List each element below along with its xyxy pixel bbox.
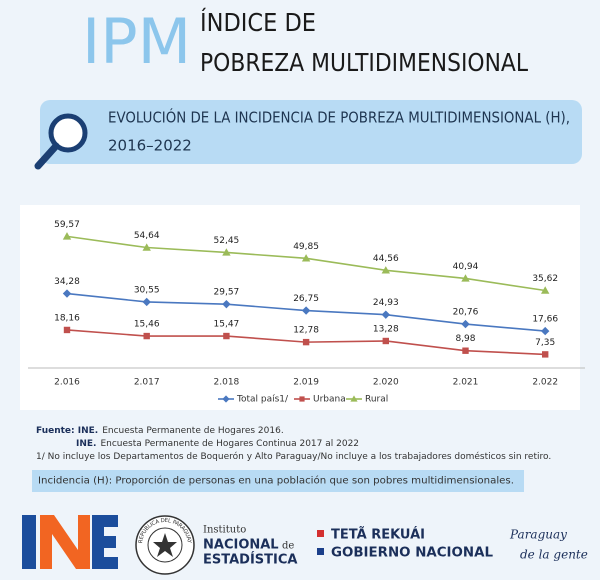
data-label: 49,85 (293, 242, 319, 252)
legend-label: Rural (365, 395, 388, 405)
x-tick-label: 2.019 (293, 378, 319, 388)
logo-shape (22, 515, 36, 569)
data-label: 40,94 (453, 262, 479, 272)
data-label: 54,64 (134, 231, 160, 241)
title-line: ÍNDICE DE (200, 8, 316, 37)
data-label: 20,76 (453, 308, 479, 318)
marker (462, 347, 469, 354)
marker (381, 266, 390, 274)
data-label: 35,62 (532, 274, 558, 284)
x-tick-label: 2.018 (214, 378, 240, 388)
magnifier-handle (34, 142, 60, 170)
legend-marker (350, 395, 358, 402)
seal-star (153, 533, 177, 557)
ine-name: Instituto (203, 525, 246, 536)
marker (62, 289, 72, 298)
data-label: 34,28 (54, 277, 80, 287)
definition: Incidencia (H): Proporción de personas e… (38, 476, 514, 487)
note-text: 1/ No incluye los Departamentos de Boque… (36, 451, 551, 462)
chart: 2.016 2.017 2.018 2.019 2.020 2.021 2.022 34,28… (28, 220, 585, 405)
data-label: 18,16 (54, 313, 80, 323)
marker (541, 286, 550, 294)
banner-text: EVOLUCIÓN DE LA INCIDENCIA DE POBREZA MU… (108, 108, 570, 127)
legend-label: Urbana (313, 395, 346, 405)
note: Fuente: INE. Encuesta Permanente de Hogar… (36, 426, 284, 436)
seal: REPÚBLICA DEL PARAGUAY (135, 515, 195, 575)
magnifier-icon (48, 113, 88, 153)
note-bold: INE. (76, 439, 96, 449)
marker (222, 248, 231, 256)
data-label: 26,75 (293, 294, 319, 304)
data-label: 59,57 (54, 220, 80, 230)
gov-mark (317, 548, 324, 555)
marker (62, 232, 72, 240)
legend-label: Total país1/ (236, 395, 289, 405)
slogan: Paraguay (509, 528, 567, 542)
data-label: 8,98 (455, 334, 475, 344)
marker (382, 337, 389, 345)
note: 1/ No incluye los Departamentos de Boque… (36, 451, 551, 462)
x-tick-label: 2.022 (532, 378, 558, 388)
definition-box (32, 470, 524, 492)
marker (223, 332, 230, 340)
chart-area (20, 205, 580, 410)
marker (301, 306, 311, 315)
marker (542, 351, 549, 358)
legend-marker (222, 395, 230, 403)
notes: Fuente: INE. Encuesta Permanente de Hogar… (36, 426, 551, 462)
x-tick-label: 2.017 (134, 378, 160, 388)
ine-logo (22, 515, 118, 569)
legend-marker (299, 396, 305, 402)
gov-name: GOBIERNO NACIONAL (331, 546, 493, 561)
marker (143, 332, 150, 340)
note-text: Encuesta Permanente de Hogares Continua … (100, 439, 359, 449)
acronym: IPM (82, 5, 191, 78)
marker (541, 326, 550, 336)
ine-name: ESTADÍSTICA (203, 552, 297, 568)
gov-name: TETÃ REKUÁI (331, 527, 425, 543)
ine-name: de (282, 541, 294, 552)
marker (381, 310, 390, 319)
marker (142, 243, 151, 251)
banner (40, 100, 582, 164)
marker (142, 297, 151, 307)
note-bold: Fuente: INE. (36, 426, 98, 436)
title-line: POBREZA MULTIDIMENSIONAL (200, 48, 528, 77)
data-label: 12,78 (293, 326, 319, 336)
data-label: 17,66 (532, 315, 558, 325)
data-label: 13,28 (373, 324, 399, 334)
marker (302, 338, 310, 346)
data-label: 15,47 (214, 320, 240, 330)
data-label: 30,55 (134, 285, 160, 295)
seal-ring (147, 527, 183, 563)
data-label: 7,35 (535, 338, 555, 348)
data-label: 52,45 (214, 236, 240, 246)
note: INE. Encuesta Permanente de Hogares Conti… (76, 439, 359, 449)
gov-mark (317, 530, 324, 537)
logo-shape (40, 515, 90, 569)
banner-text: 2016–2022 (108, 137, 192, 155)
marker (461, 274, 470, 282)
marker (301, 254, 311, 262)
data-label: 29,57 (214, 288, 240, 298)
marker (63, 326, 71, 334)
logo-shape (92, 515, 118, 569)
slogan: de la gente (520, 548, 588, 562)
data-label: 44,56 (373, 254, 399, 264)
x-tick-label: 2.020 (373, 378, 399, 388)
note-text: Encuesta Permanente de Hogares 2016. (102, 426, 283, 436)
data-label: 24,93 (373, 298, 399, 308)
marker (461, 319, 470, 329)
marker (222, 299, 231, 309)
data-label: 15,46 (134, 320, 160, 330)
x-tick-label: 2.016 (54, 378, 80, 388)
x-tick-label: 2.021 (453, 378, 479, 388)
ine-name: NACIONAL (203, 538, 279, 553)
